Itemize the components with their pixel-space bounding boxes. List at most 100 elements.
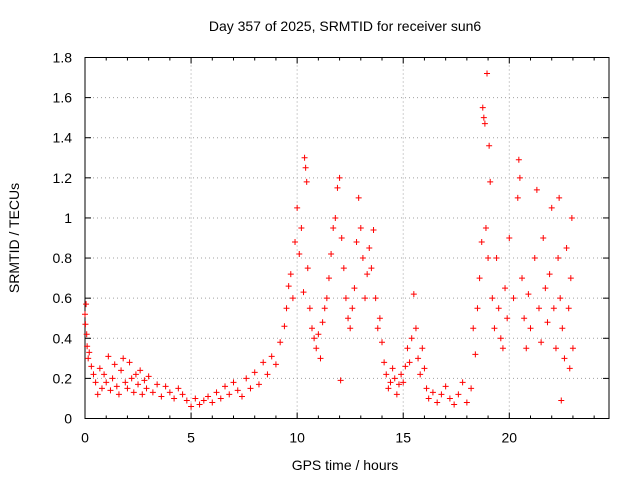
data-point	[489, 295, 496, 302]
data-point	[463, 399, 470, 406]
data-point	[145, 373, 152, 380]
data-point	[552, 345, 559, 352]
data-point	[302, 164, 309, 171]
data-point	[434, 399, 441, 406]
data-point	[141, 377, 148, 384]
data-point	[480, 114, 487, 121]
data-point	[337, 377, 344, 384]
data-point	[222, 383, 229, 390]
data-point	[491, 325, 498, 332]
data-point	[519, 275, 526, 282]
data-point	[525, 291, 532, 298]
data-point	[540, 235, 547, 241]
data-point	[370, 226, 377, 233]
data-point	[166, 389, 173, 396]
data-point	[415, 355, 422, 362]
y-tick-label: 0.2	[53, 370, 73, 386]
data-point	[385, 385, 392, 392]
data-point	[281, 323, 288, 330]
data-point	[470, 325, 477, 332]
data-point	[188, 403, 195, 410]
x-tick-label: 5	[187, 430, 195, 446]
axis-ticks	[84, 57, 609, 419]
data-point	[455, 391, 462, 398]
data-point	[481, 120, 488, 127]
data-point	[563, 245, 570, 252]
data-point	[514, 194, 521, 201]
data-point	[321, 305, 328, 312]
data-point	[425, 395, 432, 402]
data-point	[340, 265, 347, 272]
data-point	[544, 319, 551, 326]
data-point	[226, 391, 233, 398]
data-point	[255, 381, 262, 388]
data-point	[143, 385, 150, 392]
y-tick-labels: 0 0.2 0.4 0.6 0.8 1 1.2 1.4 1.6 1.8	[53, 50, 73, 427]
data-point	[504, 315, 511, 322]
data-point	[557, 295, 564, 302]
data-point	[277, 339, 284, 346]
data-point	[538, 339, 545, 346]
data-point	[107, 387, 114, 394]
y-tick-label: 1.6	[53, 90, 73, 106]
x-tick-label: 15	[395, 430, 411, 446]
data-point	[82, 311, 88, 318]
data-point	[474, 305, 481, 312]
data-point	[154, 381, 161, 388]
data-point	[98, 385, 105, 392]
data-point	[521, 315, 528, 322]
data-point	[158, 393, 165, 400]
data-point	[419, 345, 426, 352]
data-point	[379, 339, 386, 346]
y-tick-label: 0	[64, 411, 72, 427]
data-point	[313, 345, 320, 352]
data-point	[516, 174, 523, 181]
data-point	[296, 251, 303, 258]
data-point	[479, 104, 486, 111]
data-point	[83, 301, 90, 308]
data-point	[325, 275, 332, 282]
data-point	[355, 194, 362, 201]
data-point	[109, 375, 116, 382]
data-point	[485, 255, 492, 262]
data-point	[502, 285, 509, 292]
data-point	[387, 379, 394, 386]
data-point	[323, 295, 330, 302]
data-point	[546, 271, 553, 278]
data-point	[499, 345, 506, 352]
data-point	[132, 371, 139, 378]
chart-title: Day 357 of 2025, SRMTID for receiver sun…	[209, 18, 482, 34]
data-point	[118, 367, 125, 374]
data-point	[383, 371, 390, 378]
data-point	[567, 275, 574, 282]
data-point	[364, 271, 371, 278]
data-point	[103, 379, 110, 386]
data-point	[550, 305, 557, 312]
data-point	[510, 295, 517, 302]
data-point	[408, 335, 415, 342]
data-point	[515, 156, 522, 163]
data-point	[294, 204, 301, 211]
data-point	[376, 315, 383, 322]
data-point	[429, 389, 436, 396]
data-point	[113, 383, 120, 390]
data-point	[126, 359, 133, 366]
data-point	[179, 391, 186, 398]
data-point	[137, 367, 144, 374]
data-point	[243, 375, 250, 382]
x-tick-label: 20	[502, 430, 518, 446]
x-tick-label: 0	[81, 430, 89, 446]
data-point	[417, 371, 424, 378]
data-point	[406, 359, 413, 366]
data-point	[535, 305, 542, 312]
data-point	[342, 295, 349, 302]
data-point	[400, 379, 407, 386]
data-point	[88, 363, 95, 370]
data-point	[272, 361, 279, 368]
data-point	[349, 305, 356, 312]
y-tick-label: 0.6	[53, 290, 73, 306]
data-point	[162, 383, 169, 390]
data-point	[410, 291, 417, 298]
data-point	[423, 385, 430, 392]
data-point	[101, 371, 108, 378]
